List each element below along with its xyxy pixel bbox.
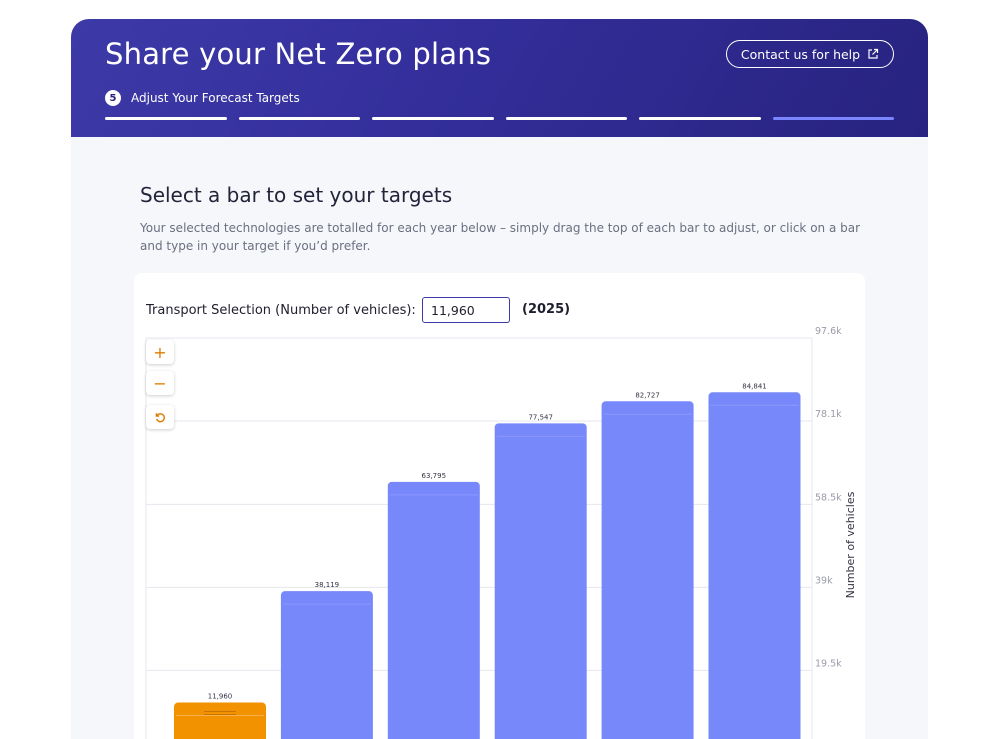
selection-label: Transport Selection (Number of vehicles)…: [146, 303, 416, 318]
step-number-badge: 5: [105, 90, 121, 106]
bar-data-label: 82,727: [635, 391, 660, 399]
step-progress-bar: [105, 117, 894, 120]
y-tick-label: 19.5k: [815, 658, 842, 669]
page-header: Share your Net Zero plans Contact us for…: [71, 19, 928, 137]
bar-selected[interactable]: [174, 702, 266, 739]
bar-chart[interactable]: 97.6k 78.1k 58.5k 39k 19.5k Number of vehicle…: [134, 273, 865, 739]
progress-segment-active: [772, 117, 894, 120]
bar-data-label: 38,119: [315, 581, 340, 589]
progress-segment: [639, 117, 761, 120]
y-tick-label: 39k: [815, 575, 833, 586]
bar-data-label: 11,960: [208, 693, 233, 701]
reset-icon: [155, 412, 165, 422]
section-title: Select a bar to set your targets: [140, 183, 453, 207]
section-description: Your selected technologies are totalled …: [140, 221, 861, 253]
y-tick-label: 58.5k: [815, 492, 842, 503]
progress-segment: [238, 117, 360, 120]
bar[interactable]: [494, 423, 587, 739]
y-axis-title: Number of vehicles: [844, 491, 857, 598]
progress-segment: [372, 117, 494, 120]
progress-segment: [105, 117, 227, 120]
y-tick-label: 78.1k: [815, 409, 842, 420]
contact-help-label: Contact us for help: [740, 46, 861, 62]
bar-data-label: 77,547: [528, 413, 553, 421]
chart-panel: Transport Selection (Number of vehicles)…: [134, 273, 865, 739]
contact-help-button[interactable]: Contact us for help: [726, 40, 894, 68]
bar[interactable]: [708, 392, 801, 739]
step-label: Adjust Your Forecast Targets: [131, 91, 300, 105]
reset-zoom-button[interactable]: [146, 405, 174, 429]
zoom-in-button[interactable]: +: [146, 340, 174, 364]
selection-value-input[interactable]: [422, 297, 510, 323]
y-tick-label: 97.6k: [815, 326, 842, 337]
bar-data-label: 63,795: [422, 472, 447, 480]
zoom-out-icon: −: [153, 373, 167, 393]
zoom-out-button[interactable]: −: [146, 371, 174, 395]
bar[interactable]: [280, 591, 373, 739]
bar[interactable]: [601, 401, 694, 739]
page-title: Share your Net Zero plans: [105, 37, 492, 71]
bar-data-label: 84,841: [742, 382, 767, 390]
selection-year: (2025): [522, 302, 571, 317]
progress-segment: [505, 117, 627, 120]
zoom-in-icon: +: [153, 342, 167, 362]
bar[interactable]: [387, 481, 480, 739]
external-link-icon: [868, 48, 879, 59]
main-card: Share your Net Zero plans Contact us for…: [71, 19, 928, 739]
